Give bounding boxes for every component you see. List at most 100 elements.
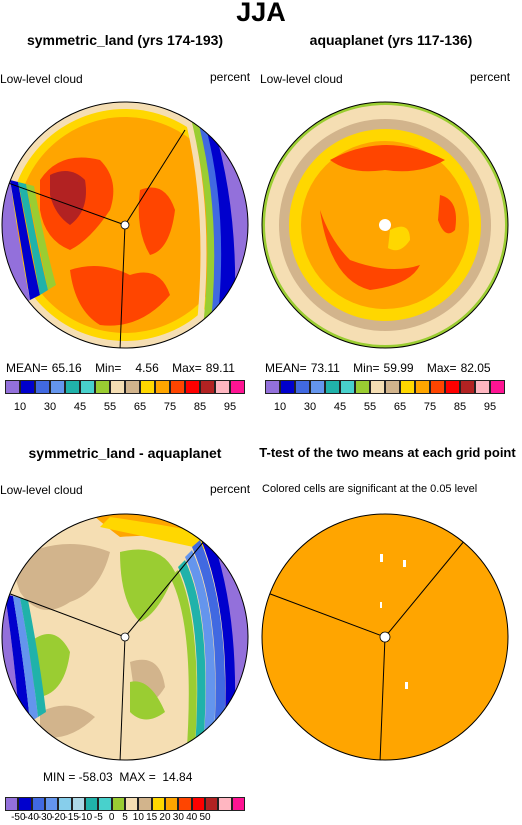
colorbar-tick-label: 0 bbox=[108, 812, 115, 823]
colorbar-tick-label: 55 bbox=[363, 401, 377, 413]
colorbar-tick-label: 40 bbox=[186, 812, 198, 823]
colorbar-tick-label: -5 bbox=[93, 812, 103, 823]
colorbar-cell bbox=[460, 380, 475, 394]
panel3-variable-label: Low-level cloud bbox=[0, 483, 83, 497]
colorbar-cell bbox=[230, 380, 245, 394]
colorbar-cell bbox=[295, 380, 310, 394]
colorbar-cell bbox=[95, 380, 110, 394]
colorbar-cell bbox=[18, 797, 32, 811]
colorbar-tick-label: 95 bbox=[483, 401, 497, 413]
colorbar-cell bbox=[280, 380, 295, 394]
panel2-colorbar-ticks: 10 30 45 55 65 75 85 95 bbox=[265, 401, 505, 415]
colorbar-tick-label: 75 bbox=[163, 401, 177, 413]
panel4-polar-map bbox=[261, 513, 509, 761]
colorbar-tick-label: 10 bbox=[132, 812, 144, 823]
colorbar-cell bbox=[340, 380, 355, 394]
colorbar-cell bbox=[185, 380, 200, 394]
colorbar-cell bbox=[110, 380, 125, 394]
colorbar-tick-label: -30 bbox=[37, 812, 53, 823]
colorbar-tick-label: 65 bbox=[393, 401, 407, 413]
panel2-stats: MEAN= 73.11 Min= 59.99 Max= 82.05 bbox=[265, 361, 491, 375]
colorbar-tick-label: 15 bbox=[146, 812, 158, 823]
panel1-units-label: percent bbox=[210, 70, 251, 84]
colorbar-cell bbox=[355, 380, 370, 394]
colorbar-tick-label: 45 bbox=[333, 401, 347, 413]
colorbar-tick-label: 10 bbox=[13, 401, 27, 413]
colorbar-cell bbox=[98, 797, 112, 811]
colorbar-cell bbox=[430, 380, 445, 394]
colorbar-cell bbox=[200, 380, 215, 394]
colorbar-tick-label: 55 bbox=[103, 401, 117, 413]
panel1-stats: MEAN= 65.16 Min= 4.56 Max= 89.11 bbox=[6, 361, 235, 375]
colorbar-cell bbox=[218, 797, 232, 811]
colorbar-cell bbox=[65, 380, 80, 394]
colorbar-cell bbox=[215, 380, 230, 394]
panel1-variable-label: Low-level cloud bbox=[0, 72, 83, 86]
colorbar-cell bbox=[204, 797, 219, 811]
colorbar-tick-label: -40 bbox=[24, 812, 39, 823]
panel3-units-label: percent bbox=[210, 482, 251, 496]
colorbar-cell bbox=[164, 797, 179, 811]
panel3-colorbar-ticks: -50 -40 -30 -20 -15 -10 -5 0 5 10 15 20 30 40 50 bbox=[5, 812, 245, 825]
colorbar-cell bbox=[71, 797, 85, 811]
panel3-stats: MIN = -58.03 MAX = 14.84 bbox=[43, 770, 193, 784]
colorbar-cell bbox=[138, 797, 152, 811]
panel4-title: T-test of the two means at each grid poi… bbox=[259, 445, 516, 460]
colorbar-cell bbox=[58, 797, 72, 811]
colorbar-cell bbox=[151, 797, 165, 811]
panel1-colorbar bbox=[5, 380, 245, 394]
colorbar-tick-label: 45 bbox=[73, 401, 87, 413]
colorbar-cell bbox=[385, 380, 400, 394]
panel1-colorbar-ticks: 10 30 45 55 65 75 85 95 bbox=[5, 401, 245, 415]
colorbar-cell bbox=[84, 797, 99, 811]
colorbar-cell bbox=[80, 380, 95, 394]
colorbar-cell bbox=[445, 380, 460, 394]
colorbar-cell bbox=[31, 797, 45, 811]
colorbar-tick-label: 85 bbox=[453, 401, 467, 413]
colorbar-cell bbox=[490, 380, 505, 394]
colorbar-tick-label: -50 bbox=[11, 812, 26, 823]
colorbar-cell bbox=[50, 380, 65, 394]
colorbar-cell bbox=[5, 380, 20, 394]
panel1-title: symmetric_land (yrs 174-193) bbox=[26, 32, 224, 48]
panel3-title: symmetric_land - aquaplanet bbox=[28, 445, 222, 461]
colorbar-cell bbox=[265, 380, 280, 394]
colorbar-tick-label: 30 bbox=[303, 401, 317, 413]
colorbar-cell bbox=[191, 797, 205, 811]
colorbar-cell bbox=[44, 797, 59, 811]
panel2-title: aquaplanet (yrs 117-136) bbox=[309, 32, 473, 48]
colorbar-tick-label: 30 bbox=[43, 401, 57, 413]
colorbar-cell bbox=[310, 380, 325, 394]
panel4-subtitle: Colored cells are significant at the 0.0… bbox=[262, 483, 478, 495]
colorbar-cell bbox=[231, 797, 245, 811]
colorbar-cell bbox=[178, 797, 192, 811]
panel3-colorbar bbox=[5, 797, 245, 811]
colorbar-cell bbox=[20, 380, 35, 394]
colorbar-cell bbox=[155, 380, 170, 394]
colorbar-tick-label: 5 bbox=[122, 812, 128, 823]
colorbar-cell bbox=[124, 797, 139, 811]
colorbar-tick-label: 50 bbox=[199, 812, 211, 823]
colorbar-tick-label: -10 bbox=[77, 812, 93, 823]
colorbar-tick-label: 95 bbox=[223, 401, 237, 413]
colorbar-tick-label: 75 bbox=[423, 401, 437, 413]
colorbar-cell bbox=[170, 380, 185, 394]
colorbar-cell bbox=[475, 380, 490, 394]
panel1-polar-map bbox=[1, 101, 249, 349]
colorbar-cell bbox=[415, 380, 430, 394]
colorbar-cell bbox=[325, 380, 340, 394]
colorbar-tick-label: 20 bbox=[159, 812, 171, 823]
panel2-variable-label: Low-level cloud bbox=[260, 72, 343, 86]
colorbar-tick-label: -20 bbox=[51, 812, 66, 823]
colorbar-cell bbox=[125, 380, 140, 394]
colorbar-tick-label: -15 bbox=[64, 812, 79, 823]
page-title: JJA bbox=[236, 0, 286, 27]
panel2-polar-map bbox=[261, 101, 509, 349]
colorbar-cell bbox=[140, 380, 155, 394]
colorbar-tick-label: 85 bbox=[193, 401, 207, 413]
colorbar-tick-label: 65 bbox=[133, 401, 147, 413]
colorbar-cell bbox=[5, 797, 19, 811]
panel2-units-label: percent bbox=[470, 70, 511, 84]
colorbar-tick-label: 10 bbox=[273, 401, 287, 413]
panel2-colorbar bbox=[265, 380, 505, 394]
